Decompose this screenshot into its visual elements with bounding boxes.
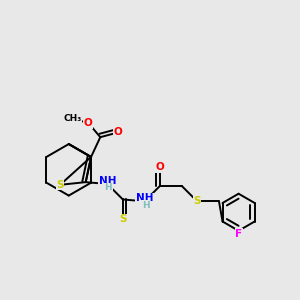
Text: O: O [84,118,93,128]
Text: S: S [119,214,127,224]
Text: F: F [235,229,242,239]
Text: CH₃: CH₃ [64,114,82,123]
Text: O: O [156,162,164,172]
Text: O: O [114,128,122,137]
Text: S: S [194,196,201,206]
Text: NH: NH [99,176,116,186]
Text: NH: NH [136,194,153,203]
Text: H: H [105,184,112,193]
Text: H: H [142,201,149,210]
Text: S: S [56,180,64,190]
